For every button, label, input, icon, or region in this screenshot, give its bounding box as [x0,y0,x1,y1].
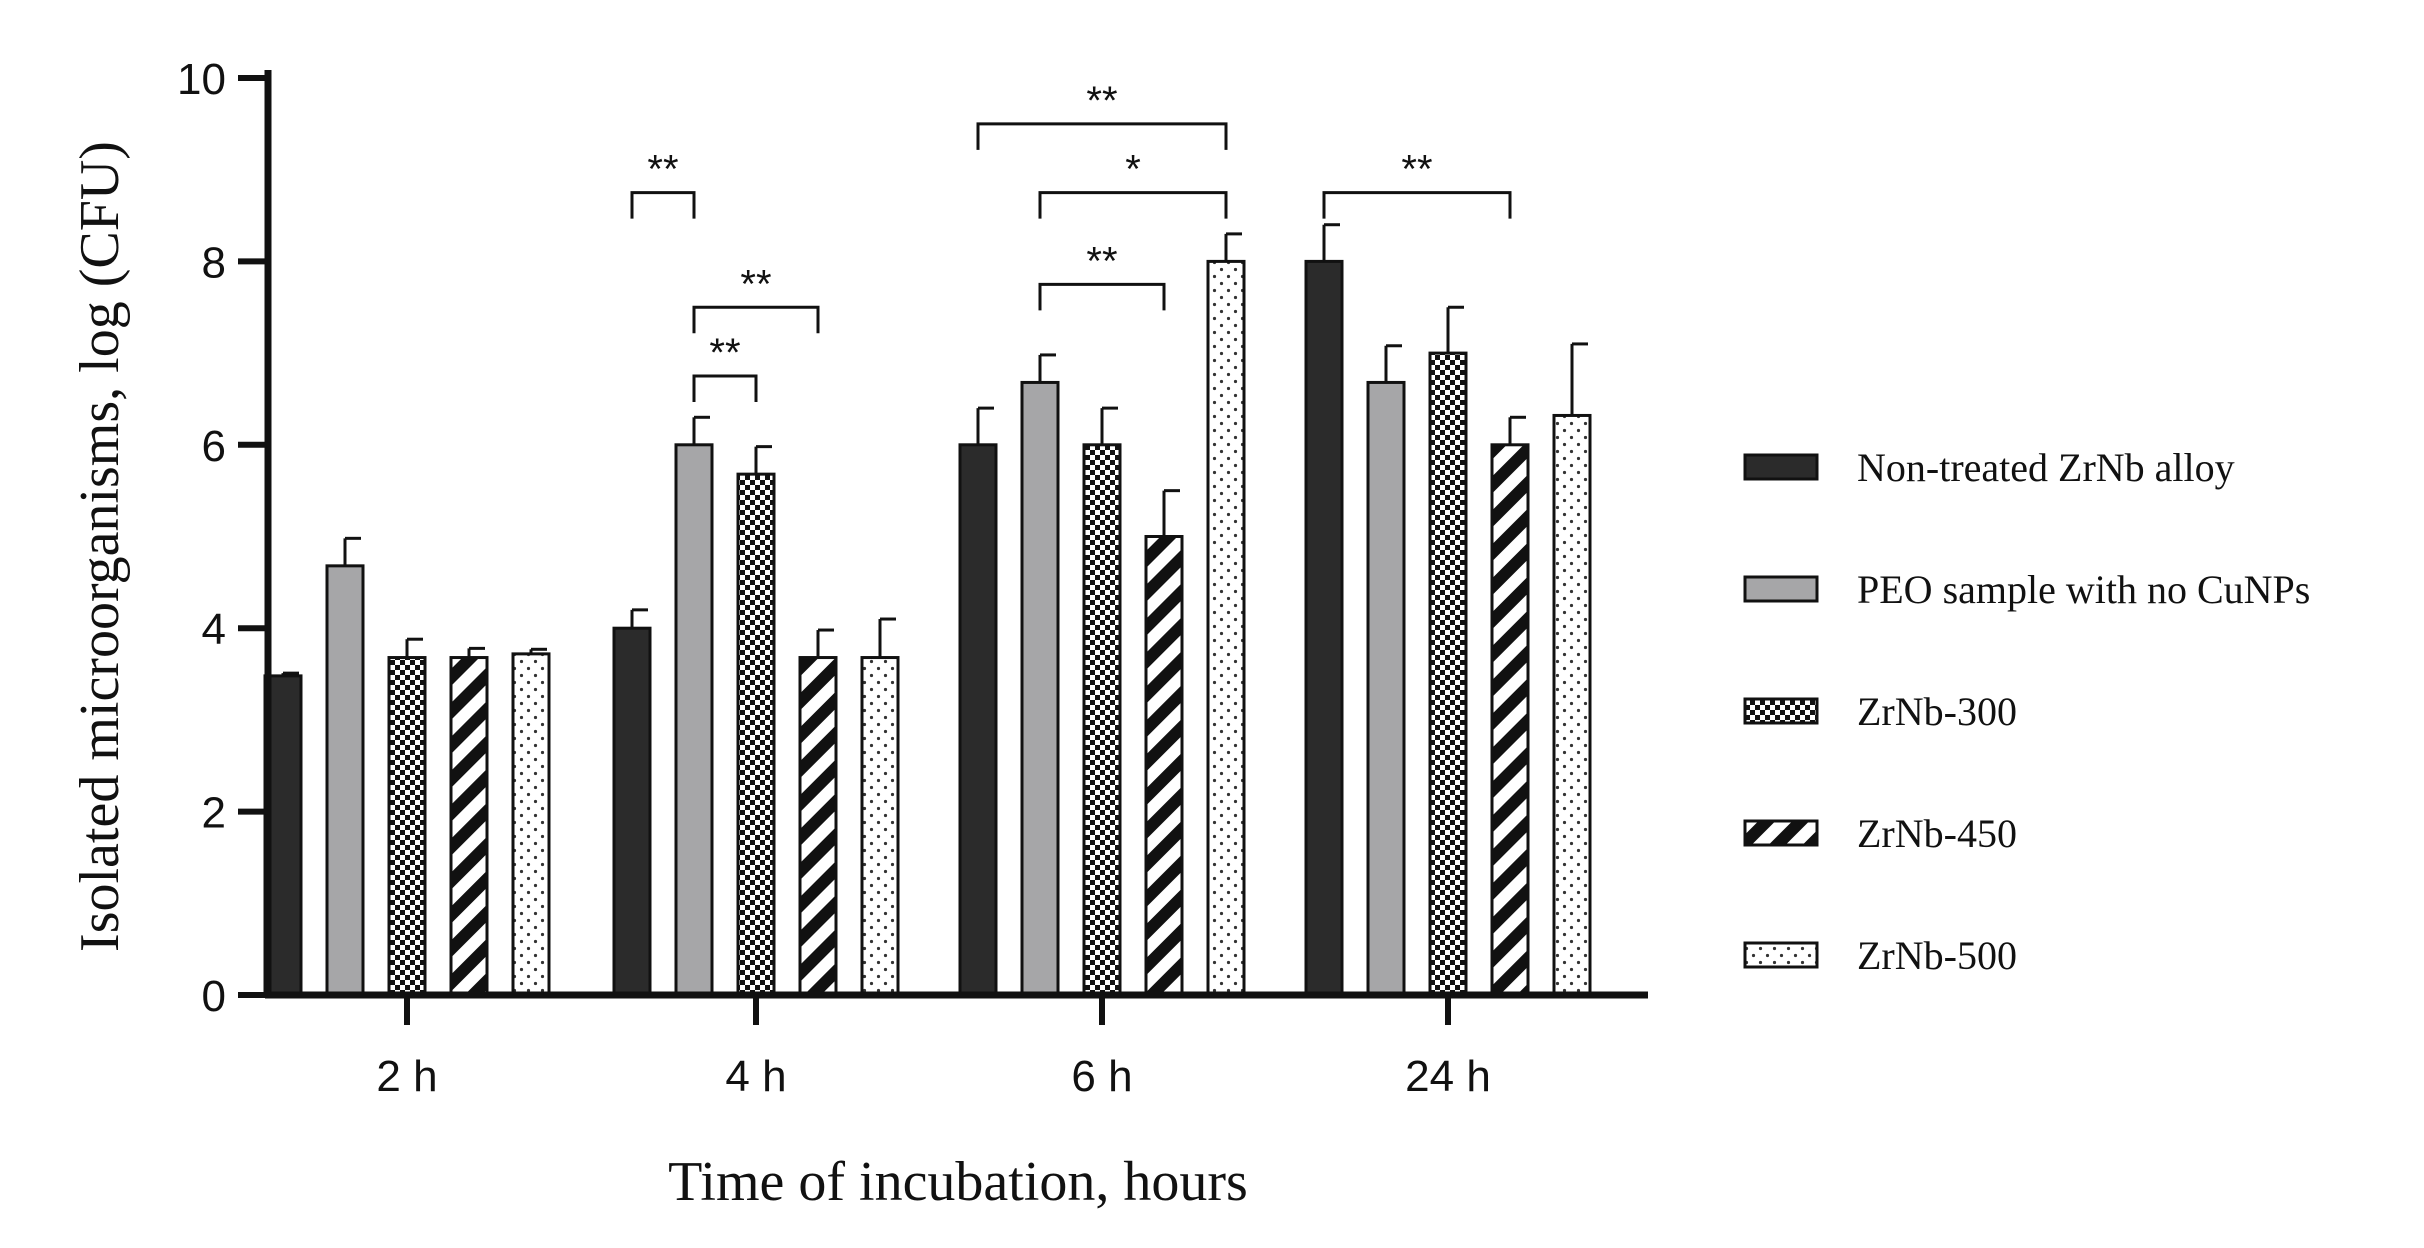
legend-swatch [1743,575,1819,603]
significance-bracket: ** [976,79,1228,150]
significance-bracket: ** [1322,148,1512,219]
bar [674,443,714,997]
bar [1304,259,1344,997]
significance-label: ** [709,331,740,375]
significance-label: ** [1401,148,1432,192]
bar [958,443,998,997]
bar [1552,413,1592,997]
x-tick-label: 24 h [1405,1052,1491,1101]
bar [387,656,427,997]
significance-label: ** [647,148,678,192]
plot-area: ************* [263,79,1592,997]
y-tick-label: 4 [202,605,226,654]
bar [1428,351,1468,997]
significance-bracket: ** [692,331,758,403]
y-axis-title: Isolated microorganisms, log (CFU) [69,141,131,952]
x-tick-label: 6 h [1071,1052,1132,1101]
y-tick-label: 10 [177,55,226,104]
significance-label: ** [1086,239,1117,283]
legend-label: ZrNb-450 [1857,811,2017,856]
significance-bracket: ** [1038,239,1166,311]
y-tick-label: 2 [202,789,226,838]
significance-label: ** [1086,79,1117,123]
legend-item: ZrNb-300 [1743,689,2017,734]
bar [1206,259,1246,997]
bracket-line [630,191,696,219]
x-tick-label: 4 h [725,1052,786,1101]
y-tick-label: 0 [202,972,226,1021]
bar [612,626,652,997]
legend-item: ZrNb-450 [1743,811,2017,856]
bracket-line [1322,191,1512,219]
bracket-line [692,305,820,334]
legend-label: PEO sample with no CuNPs [1857,567,2310,612]
legend-item: Non-treated ZrNb alloy [1743,445,2235,490]
legend-swatch [1743,697,1819,725]
bracket-line [692,374,758,403]
bar [1082,443,1122,997]
x-axis-title: Time of incubation, hours [668,1151,1248,1213]
legend: Non-treated ZrNb alloy PEO sample with no… [1743,445,2310,978]
significance-label: * [1125,148,1141,192]
legend-swatch [1743,941,1819,969]
bracket-line [976,122,1228,150]
bar [1366,380,1406,997]
significance-bracket: ** [692,262,820,334]
bar [511,652,551,997]
significance-bracket: * [1038,148,1228,219]
significance-bracket: ** [630,148,696,219]
y-tick-label: 6 [202,422,226,471]
bar [1020,380,1060,997]
legend-label: ZrNb-300 [1857,689,2017,734]
y-tick-label: 8 [202,238,226,287]
bracket-line [1038,191,1228,219]
legend-item: PEO sample with no CuNPs [1743,567,2310,612]
legend-label: ZrNb-500 [1857,933,2017,978]
bar [736,472,776,997]
axes: 0 2 4 6 8 10 2 h 4 h 6 h 24 h Time of incubation, … [69,55,1648,1213]
legend-swatch [1743,819,1819,847]
bar [860,656,900,997]
bar [1490,443,1530,997]
bar [325,564,365,997]
legend-item: ZrNb-500 [1743,933,2017,978]
x-tick-label: 2 h [376,1052,437,1101]
bracket-line [1038,282,1166,311]
bar [1144,535,1184,997]
legend-label: Non-treated ZrNb alloy [1857,445,2235,490]
bar [798,656,838,997]
significance-label: ** [740,262,771,306]
bar [449,656,489,997]
legend-swatch [1743,453,1819,481]
